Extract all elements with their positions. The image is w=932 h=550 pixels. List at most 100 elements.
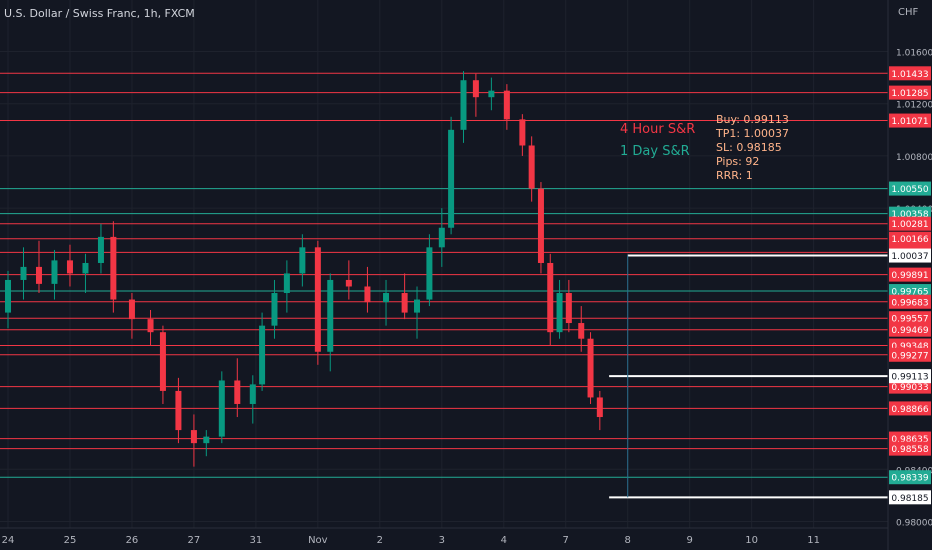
price-level-badge [889, 401, 931, 416]
time-tick-label: 10 [745, 535, 758, 546]
candle-body [234, 380, 241, 404]
time-tick-label: 3 [439, 535, 445, 546]
candle-body [565, 293, 572, 324]
price-level-label: 0.98866 [891, 405, 928, 415]
price-level-label: 0.99348 [891, 342, 928, 352]
candle-body [528, 145, 535, 189]
time-tick-label: 2 [377, 535, 383, 546]
price-level-label: 0.98635 [891, 435, 928, 445]
price-level-label: 1.00358 [891, 210, 928, 220]
price-level-badge [889, 113, 931, 128]
price-level-label: 0.99469 [891, 326, 928, 336]
price-tick-label: 1.01200 [896, 101, 932, 111]
candle-body [20, 266, 27, 280]
time-tick-label: 31 [250, 535, 263, 546]
price-tick-label: 1.00800 [896, 153, 932, 163]
candle-body [175, 390, 182, 431]
candle-body [488, 90, 495, 98]
time-tick-label: 25 [64, 535, 77, 546]
time-axis[interactable]: 24 25 26 27 31 Nov 2 3 4 7 8 9 10 11 [0, 527, 888, 546]
trade-level-badge [889, 369, 931, 384]
currency-label: CHF [898, 7, 919, 18]
candle-body [249, 384, 256, 404]
price-level-label: 1.00166 [891, 235, 928, 245]
trade-info-line: TP1: 1.00037 [715, 127, 789, 140]
price-tick-label: 0.98000 [896, 518, 932, 528]
trade-info-line: Buy: 0.99113 [716, 113, 789, 126]
candle-body [537, 188, 544, 263]
candle-body [314, 247, 321, 352]
sr-levels [0, 72, 888, 478]
price-level-badge [889, 294, 931, 309]
time-tick-label: 4 [501, 535, 507, 546]
candle-body [519, 119, 526, 146]
candle-body [259, 325, 266, 385]
candle-body [159, 332, 166, 391]
price-level-label: 0.99277 [891, 351, 928, 361]
trade-level-label: 1.00037 [891, 252, 928, 262]
legend-entry: 1 Day S&R [620, 144, 690, 159]
trade-level-label: 0.98185 [891, 494, 928, 504]
price-tick-label: 1.01600 [896, 48, 932, 58]
price-level-label: 1.01433 [891, 70, 928, 80]
price-level-label: 0.99765 [891, 288, 928, 298]
price-level-badge [889, 267, 931, 282]
candle-body [578, 323, 585, 339]
price-level-badge [889, 85, 931, 100]
candle-body [448, 129, 455, 228]
candles [5, 71, 603, 467]
candle-body [283, 273, 290, 294]
candle-body [190, 430, 197, 444]
candle-body [327, 279, 334, 352]
time-tick-label: 7 [563, 535, 569, 546]
candle-body [97, 236, 104, 263]
candle-body [51, 260, 58, 284]
price-level-badge [889, 441, 931, 456]
price-level-badge [889, 216, 931, 231]
candle-body [5, 279, 11, 313]
trade-info-line: SL: 0.98185 [716, 141, 782, 154]
trade-level-badge [889, 248, 931, 263]
candle-body [401, 293, 408, 313]
price-level-label: 1.00281 [891, 220, 928, 230]
candle-body [66, 260, 73, 274]
candle-body [128, 299, 135, 320]
price-level-badge [889, 347, 931, 362]
price-level-label: 0.98558 [891, 445, 928, 455]
candle-body [383, 293, 390, 303]
candle-body [271, 293, 278, 326]
price-level-label: 1.00550 [891, 185, 928, 195]
candle-body [147, 319, 154, 333]
candle-body [82, 262, 89, 274]
candle-body [299, 247, 306, 274]
time-tick-label: 11 [807, 535, 820, 546]
candle-body [364, 286, 371, 303]
price-level-label: 0.99557 [891, 315, 928, 325]
price-level-badge [889, 470, 931, 485]
candle-body [218, 380, 225, 437]
price-level-badge [889, 311, 931, 326]
price-level-badge [889, 322, 931, 337]
candle-body [503, 90, 510, 120]
trade-level-badge [889, 490, 931, 505]
candle-body [596, 397, 603, 418]
candle-body [110, 236, 117, 300]
price-level-label: 1.01285 [891, 89, 928, 99]
price-axis[interactable]: 1.016001.012001.008001.004000.984000.980… [889, 48, 932, 528]
time-tick-label: Nov [308, 535, 328, 546]
legend: 4 Hour S&R 1 Day S&R [620, 122, 695, 159]
price-level-badge [889, 181, 931, 196]
price-level-label: 1.01071 [891, 117, 928, 127]
candle-body [460, 80, 467, 130]
candle-body [35, 266, 42, 284]
candle-body [414, 299, 421, 313]
candle-body [426, 247, 433, 300]
candle-body [345, 279, 352, 287]
legend-entry: 4 Hour S&R [620, 122, 695, 137]
price-level-label: 0.99891 [891, 271, 928, 281]
candle-body [472, 80, 479, 98]
candle-body [556, 293, 563, 333]
price-level-badge [889, 231, 931, 246]
